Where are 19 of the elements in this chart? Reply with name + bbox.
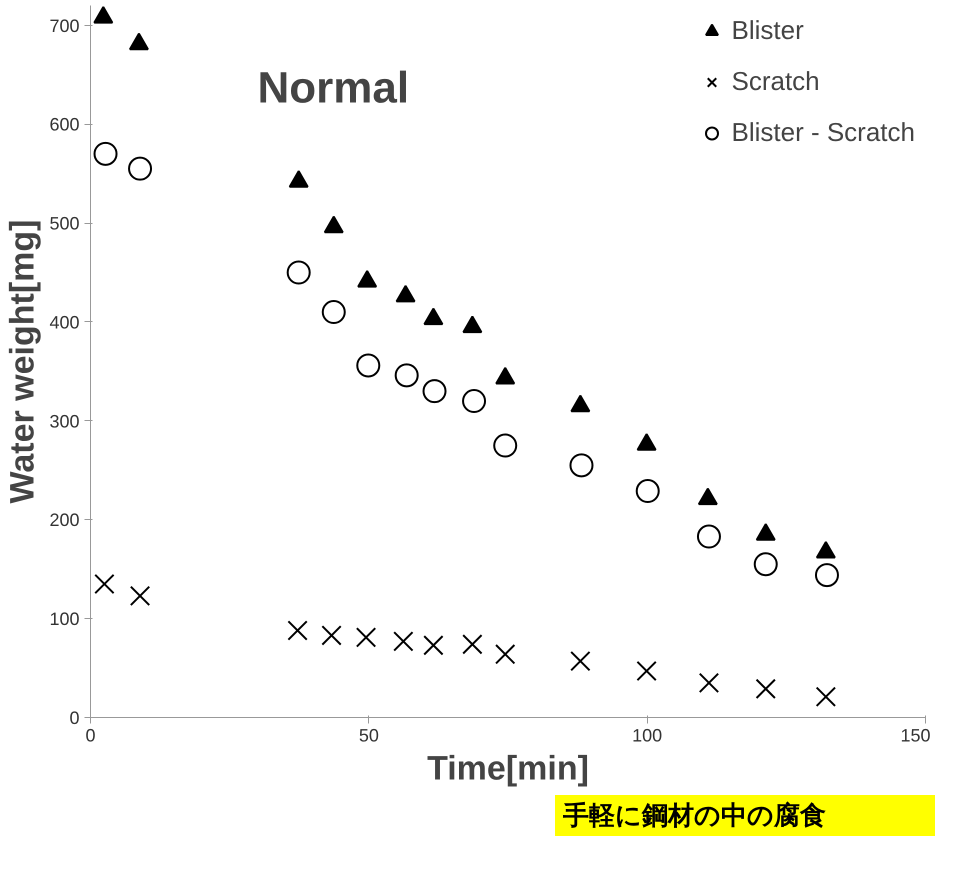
y-tick-label: 100 bbox=[49, 609, 80, 630]
legend-label: Blister - Scratch bbox=[732, 117, 915, 148]
x-tick-label: 50 bbox=[358, 726, 379, 746]
y-tick-label: 0 bbox=[69, 708, 80, 728]
y-tick-label: 300 bbox=[49, 411, 80, 432]
legend-label: Blister bbox=[732, 15, 804, 46]
legend-label: Scratch bbox=[732, 66, 820, 97]
y-tick-label: 400 bbox=[49, 312, 80, 332]
y-tick-label: 500 bbox=[49, 214, 80, 234]
text: Normal bbox=[258, 63, 410, 112]
y-axis-title: Water weight[mg] bbox=[3, 220, 42, 504]
y-tick-label: 600 bbox=[49, 114, 80, 135]
y-tick-label: 700 bbox=[49, 16, 80, 36]
x-axis-title: Time[min] bbox=[427, 750, 589, 788]
text: 手軽に鋼材の中の腐食 bbox=[563, 799, 826, 832]
x-tick-label: 0 bbox=[85, 726, 96, 746]
x-tick-label: 150 bbox=[900, 726, 931, 746]
x-tick-label: 100 bbox=[632, 726, 662, 746]
y-tick-label: 200 bbox=[49, 510, 80, 530]
